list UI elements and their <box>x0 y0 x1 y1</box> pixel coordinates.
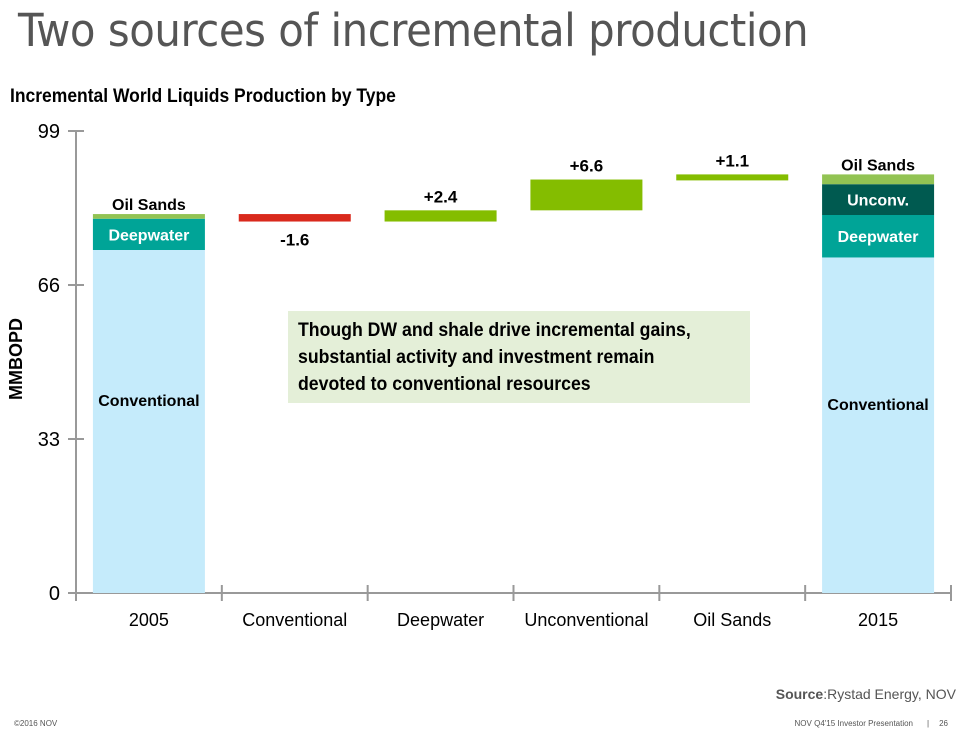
change-label: +2.4 <box>424 187 458 206</box>
increase-bar <box>676 174 789 181</box>
y-tick-label: 99 <box>38 121 60 143</box>
segment-label: Oil Sands <box>112 197 186 214</box>
footer-right: NOV Q4'15 Investor Presentation | 26 <box>795 719 948 728</box>
segment-label: Conventional <box>827 397 928 414</box>
segment-label: Deepwater <box>108 227 189 244</box>
callout-line: substantial activity and investment rema… <box>298 347 655 368</box>
footer-separator: | <box>927 719 930 728</box>
segment-label: Unconv. <box>847 193 909 210</box>
y-tick-label: 66 <box>38 275 60 297</box>
decrease-bar <box>238 214 351 222</box>
bar-segment-oil-sands <box>822 174 935 185</box>
source-note: Source:Rystad Energy, NOV <box>776 686 956 702</box>
bar-segment-unconventional <box>822 184 935 215</box>
bar-segment-deepwater <box>822 215 935 258</box>
change-label: +6.6 <box>570 157 604 176</box>
segment-label: Oil Sands <box>841 157 915 174</box>
change-label: -1.6 <box>280 231 309 250</box>
bar-segment-conventional <box>822 257 935 593</box>
callout-line: Though DW and shale drive incremental ga… <box>298 320 691 341</box>
y-tick-label: 33 <box>38 429 60 451</box>
y-tick-label: 0 <box>49 583 60 605</box>
slide-title: Two sources of incremental production <box>18 4 809 57</box>
x-tick-label: 2005 <box>129 610 169 630</box>
x-tick-label: Conventional <box>242 610 347 630</box>
source-text: :Rystad Energy, NOV <box>823 686 956 702</box>
bar-segment-conventional <box>92 250 205 593</box>
increase-bar <box>530 179 643 211</box>
source-label: Source <box>775 686 824 702</box>
x-tick-label: Unconventional <box>524 610 648 630</box>
callout-line: devoted to conventional resources <box>298 374 591 395</box>
callout-box: Though DW and shale drive incremental ga… <box>288 311 750 403</box>
segment-label: Deepwater <box>838 229 919 246</box>
footer-presentation: NOV Q4'15 Investor Presentation <box>794 719 914 728</box>
bar-segment-deepwater <box>92 218 205 250</box>
increase-bar <box>384 210 497 222</box>
segment-label: Conventional <box>98 393 199 410</box>
change-label: +1.1 <box>715 151 749 170</box>
bar-segment-oil-sands <box>92 214 205 219</box>
x-tick-label: Oil Sands <box>693 610 771 630</box>
x-tick-label: 2015 <box>858 610 898 630</box>
x-tick-label: Deepwater <box>397 610 484 630</box>
chart-title: Incremental World Liquids Production by … <box>10 86 396 107</box>
footer-copyright: ©2016 NOV <box>14 719 58 728</box>
page-number: 26 <box>939 719 948 728</box>
